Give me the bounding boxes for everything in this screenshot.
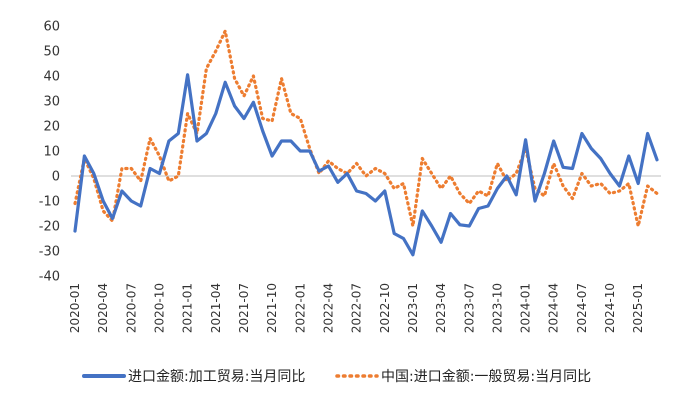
x-tick-label: 2022-01 bbox=[293, 283, 307, 333]
x-tick-label: 2023-01 bbox=[406, 283, 420, 333]
x-tick-label: 2021-01 bbox=[181, 283, 195, 333]
x-tick-label: 2022-10 bbox=[378, 283, 392, 333]
x-tick-label: 2021-07 bbox=[237, 283, 251, 333]
legend: 进口金额:加工贸易:当月同比 中国:进口金额:一般贸易:当月同比 bbox=[82, 369, 591, 385]
x-tick-label: 2024-07 bbox=[575, 283, 589, 333]
x-tick-label: 2020-01 bbox=[68, 283, 82, 333]
y-tick-label: -30 bbox=[39, 245, 60, 260]
y-tick-label: -40 bbox=[39, 270, 60, 285]
y-tick-label: 40 bbox=[43, 70, 60, 85]
x-tick-label: 2025-01 bbox=[631, 283, 645, 333]
series-line-general-trade bbox=[73, 29, 659, 228]
x-tick-label: 2024-04 bbox=[547, 283, 561, 333]
x-tick-label: 2024-01 bbox=[519, 283, 533, 333]
y-tick-label: -10 bbox=[39, 195, 60, 210]
legend-label-general-trade: 中国:进口金额:一般贸易:当月同比 bbox=[381, 369, 591, 385]
legend-label-processing-trade: 进口金额:加工贸易:当月同比 bbox=[128, 369, 305, 385]
x-tick-label: 2021-10 bbox=[265, 283, 279, 333]
y-tick-label: -20 bbox=[39, 220, 60, 235]
x-tick-label: 2020-07 bbox=[124, 283, 138, 333]
y-tick-label: 0 bbox=[52, 170, 60, 185]
x-tick-label: 2020-04 bbox=[96, 283, 110, 333]
x-tick-label: 2024-10 bbox=[603, 283, 617, 333]
y-tick-label: 60 bbox=[43, 20, 60, 35]
x-tick-label: 2022-07 bbox=[350, 283, 364, 333]
x-tick-label: 2022-04 bbox=[321, 283, 335, 333]
x-tick-label: 2021-04 bbox=[209, 283, 223, 333]
y-tick-label: 30 bbox=[43, 95, 60, 110]
y-tick-label: 20 bbox=[43, 120, 60, 135]
series-lines bbox=[73, 29, 659, 257]
y-axis-tick-labels: 60 50 40 30 20 10 0 -10 -20 -30 -40 bbox=[39, 20, 60, 285]
x-tick-label: 2023-10 bbox=[490, 283, 504, 333]
x-tick-label: 2020-10 bbox=[152, 283, 166, 333]
x-tick-label: 2023-04 bbox=[434, 283, 448, 333]
x-tick-label: 2023-07 bbox=[462, 283, 476, 333]
series-line-processing-trade bbox=[73, 73, 659, 257]
y-tick-label: 10 bbox=[43, 145, 60, 160]
y-tick-label: 50 bbox=[43, 45, 60, 60]
x-axis-tick-labels: 2020-01 2020-04 2020-07 2020-10 2021-01 2021-… bbox=[68, 283, 645, 333]
